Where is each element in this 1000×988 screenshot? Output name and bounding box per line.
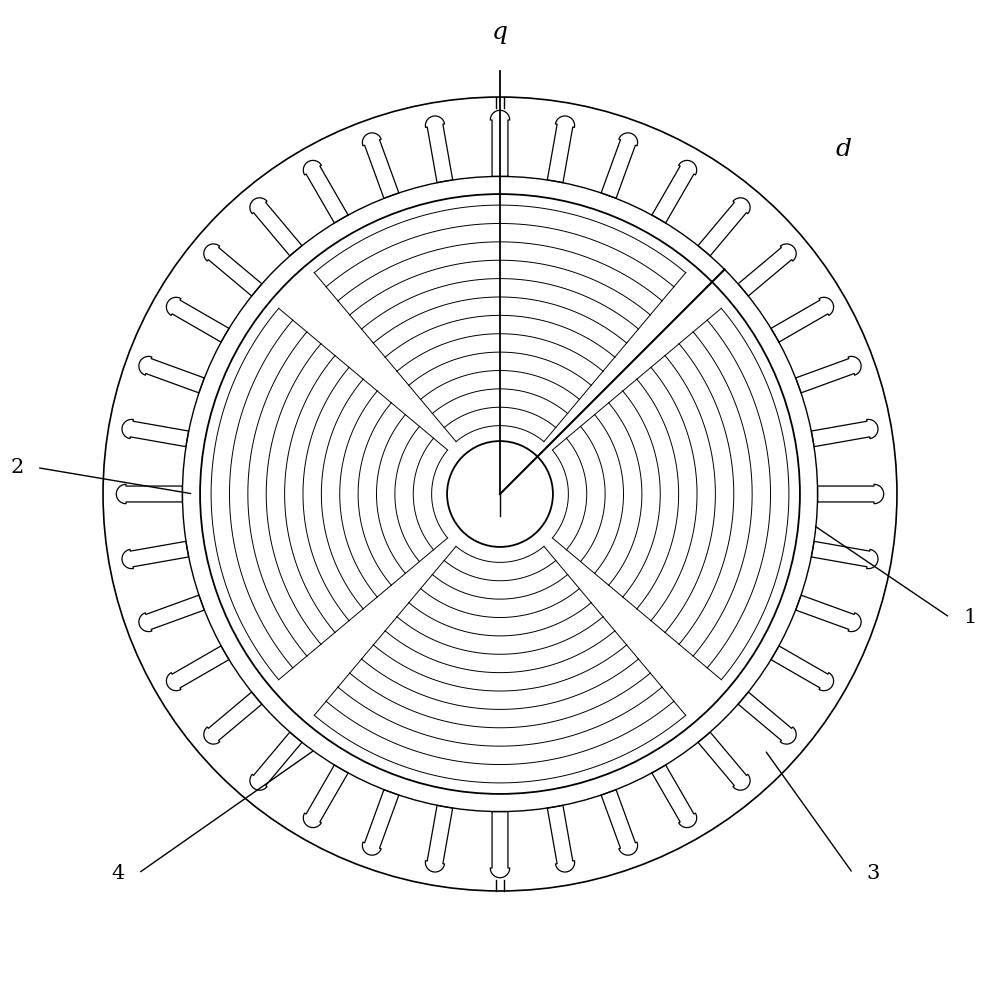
Text: d: d	[835, 138, 851, 161]
Text: 3: 3	[866, 864, 879, 883]
Text: 2: 2	[10, 458, 24, 477]
Text: q: q	[492, 21, 508, 44]
Text: 4: 4	[112, 864, 125, 883]
Text: 1: 1	[963, 608, 976, 627]
